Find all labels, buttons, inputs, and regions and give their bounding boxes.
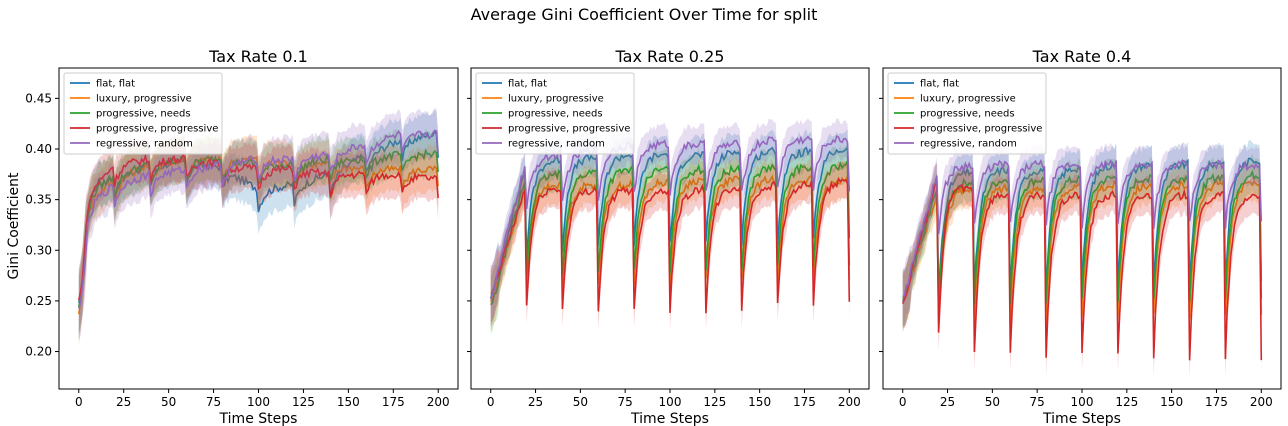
legend-box xyxy=(887,72,1047,155)
x-tick-label: 200 xyxy=(1250,395,1273,409)
y-tick-label: 0.45 xyxy=(25,91,52,105)
legend-label: progressive, progressive xyxy=(96,124,218,135)
x-tick-label: 75 xyxy=(1030,395,1045,409)
band-progressive-needs xyxy=(78,128,439,340)
x-tick-label: 25 xyxy=(528,395,543,409)
x-axis-label: Time Steps xyxy=(630,411,709,426)
x-tick-label: 25 xyxy=(116,395,131,409)
x-tick-label: 25 xyxy=(940,395,955,409)
band-regressive-random xyxy=(902,142,1262,326)
legend-label: progressive, needs xyxy=(508,109,603,120)
band-regressive-random xyxy=(78,108,439,341)
x-tick-label: 100 xyxy=(247,395,270,409)
y-tick-label: 0.30 xyxy=(25,243,52,257)
x-tick-label: 175 xyxy=(793,395,816,409)
figure-title: Average Gini Coefficient Over Time for s… xyxy=(471,5,818,24)
panel-title: Tax Rate 0.25 xyxy=(615,47,725,66)
x-tick-label: 200 xyxy=(838,395,861,409)
x-tick-label: 175 xyxy=(382,395,405,409)
chart-panel-1: 0 25 50 75 100 125 150 175 200 0.20 0.25 0.30 0.35 0.… xyxy=(25,47,459,426)
x-axis-label: Time Steps xyxy=(219,411,298,426)
x-tick-label: 50 xyxy=(573,395,588,409)
band-luxury-progressive xyxy=(78,133,439,347)
band-progressive-progressive xyxy=(78,133,439,333)
legend-box xyxy=(63,72,223,155)
panel-title: Tax Rate 0.1 xyxy=(208,47,308,66)
band-flat-flat xyxy=(902,140,1262,330)
band-progressive-needs xyxy=(902,153,1262,328)
x-tick-label: 150 xyxy=(337,395,360,409)
x-tick-label: 0 xyxy=(487,395,495,409)
legend: flat, flat luxury, progressive progressive… xyxy=(887,72,1047,155)
panel-title: Tax Rate 0.4 xyxy=(1032,47,1132,66)
y-tick-label: 0.40 xyxy=(25,142,52,156)
legend-box xyxy=(475,72,635,155)
x-tick-label: 75 xyxy=(206,395,221,409)
legend-label: regressive, random xyxy=(96,139,193,150)
legend-label: progressive, needs xyxy=(96,109,191,120)
plot-area xyxy=(78,108,439,347)
band-luxury-progressive xyxy=(902,162,1262,343)
x-tick-label: 75 xyxy=(618,395,633,409)
legend-label: progressive, progressive xyxy=(508,124,630,135)
legend-label: progressive, progressive xyxy=(920,124,1042,135)
x-tick-label: 100 xyxy=(659,395,682,409)
x-tick-label: 100 xyxy=(1071,395,1094,409)
band-progressive-progressive xyxy=(902,162,1262,379)
x-tick-label: 200 xyxy=(427,395,450,409)
legend-label: regressive, random xyxy=(920,139,1017,150)
chart-panel-2: 0 25 50 75 100 125 150 175 200 Tax Rate 0.25 Time … xyxy=(467,47,870,426)
y-tick-label: 0.20 xyxy=(25,345,52,359)
legend-label: flat, flat xyxy=(96,79,135,90)
x-tick-label: 175 xyxy=(1205,395,1228,409)
legend-label: luxury, progressive xyxy=(508,94,604,105)
legend-label: luxury, progressive xyxy=(96,94,192,105)
x-tick-label: 50 xyxy=(985,395,1000,409)
legend: flat, flat luxury, progressive progressive… xyxy=(63,72,223,155)
legend-label: progressive, needs xyxy=(920,109,1015,120)
chart-panel-3: 0 25 50 75 100 125 150 175 200 Tax Rate 0.4 Time S… xyxy=(879,47,1282,426)
legend-label: regressive, random xyxy=(508,139,605,150)
x-tick-label: 125 xyxy=(292,395,315,409)
legend: flat, flat luxury, progressive progressive… xyxy=(475,72,635,155)
x-tick-label: 150 xyxy=(1160,395,1183,409)
x-tick-label: 125 xyxy=(1115,395,1138,409)
band-luxury-progressive xyxy=(490,157,850,330)
plot-area xyxy=(901,140,1263,379)
y-axis-label: Gini Coefficient xyxy=(6,172,22,280)
x-tick-label: 125 xyxy=(703,395,726,409)
series-line-regressive-random xyxy=(489,135,851,300)
x-axis-label: Time Steps xyxy=(1042,411,1121,426)
y-tick-label: 0.35 xyxy=(25,193,52,207)
x-tick-label: 0 xyxy=(899,395,907,409)
legend-label: flat, flat xyxy=(920,79,959,90)
legend-label: luxury, progressive xyxy=(920,94,1016,105)
legend-label: flat, flat xyxy=(508,79,547,90)
plot-area xyxy=(489,118,851,334)
band-progressive-progressive xyxy=(490,160,850,332)
x-tick-label: 0 xyxy=(75,395,83,409)
x-tick-label: 150 xyxy=(748,395,771,409)
x-tick-label: 50 xyxy=(161,395,176,409)
series-line-regressive-random xyxy=(902,158,1263,298)
series-line-regressive-random xyxy=(78,129,439,309)
series-line-progressive-progressive xyxy=(78,153,439,301)
series-line-progressive-progressive xyxy=(901,178,1263,361)
band-progressive-needs xyxy=(490,142,850,334)
series-line-progressive-progressive xyxy=(490,176,851,314)
y-tick-label: 0.25 xyxy=(25,294,52,308)
